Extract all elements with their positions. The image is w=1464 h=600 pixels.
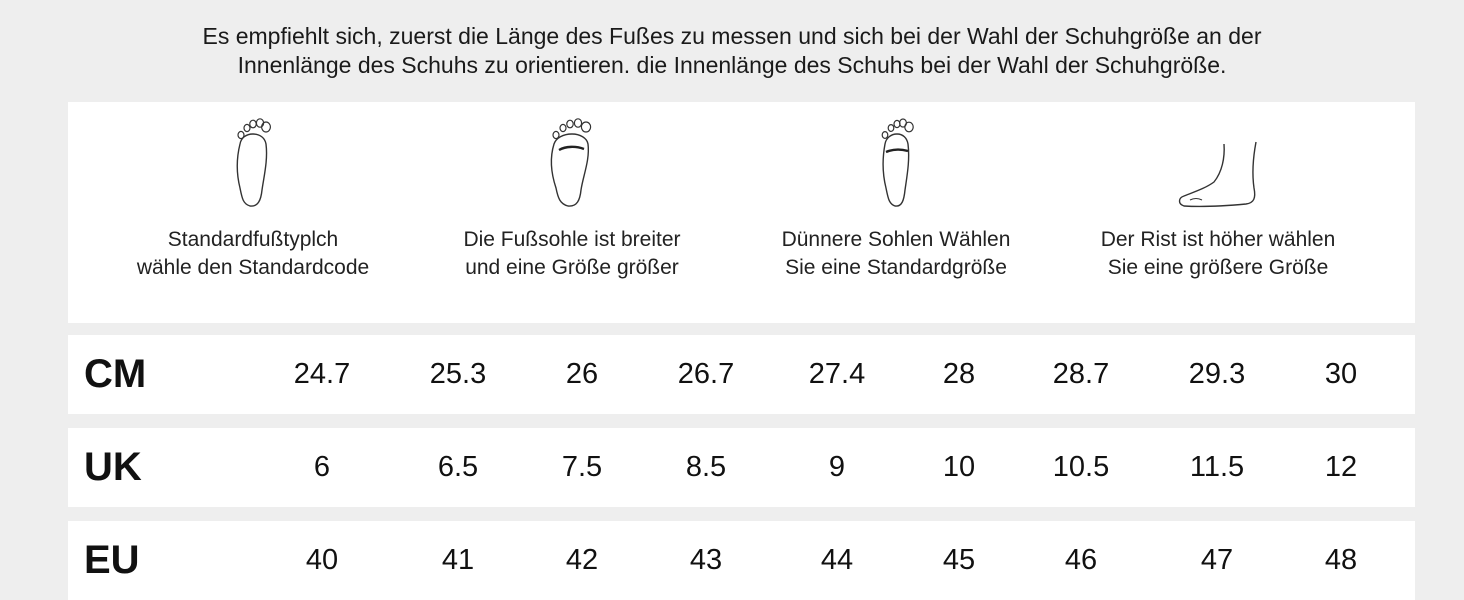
- size-cell: 46: [1064, 544, 1098, 576]
- size-cell: 10.5: [1052, 451, 1110, 483]
- thin-foot-icon: [881, 118, 914, 207]
- foot-type-caption: Die Fußsohle ist breiter und eine Größe …: [407, 226, 737, 282]
- caption-line-1: Der Rist ist höher wählen: [1100, 228, 1336, 251]
- foot-type-standard: Standardfußtyplch wähle den Standardcode: [88, 102, 418, 323]
- size-cell: 41: [441, 544, 475, 576]
- row-label: CM: [84, 352, 147, 396]
- size-cell: 43: [689, 544, 723, 576]
- caption-line-1: Die Fußsohle ist breiter: [463, 228, 681, 251]
- size-cell: 10: [942, 451, 976, 483]
- size-cell: 44: [820, 544, 854, 576]
- size-cell: 27.4: [808, 358, 866, 390]
- size-cell: 42: [565, 544, 599, 576]
- foot-types-panel: Standardfußtyplch wähle den Standardcode…: [68, 102, 1415, 323]
- foot-type-wide: Die Fußsohle ist breiter und eine Größe …: [407, 102, 737, 323]
- caption-line-2: wähle den Standardcode: [136, 256, 370, 279]
- caption-line-2: Sie eine Standardgröße: [785, 256, 1007, 279]
- size-cell: 47: [1200, 544, 1234, 576]
- intro-line-1: Es empfiehlt sich, zuerst die Länge des …: [202, 23, 1262, 49]
- size-cell: 26.7: [677, 358, 735, 390]
- size-cell: 12: [1324, 451, 1358, 483]
- size-cell: 25.3: [429, 358, 487, 390]
- foot-type-caption: Standardfußtyplch wähle den Standardcode: [88, 226, 418, 282]
- size-cell: 29.3: [1188, 358, 1246, 390]
- size-cell: 45: [942, 544, 976, 576]
- intro-text: Es empfiehlt sich, zuerst die Länge des …: [60, 22, 1404, 80]
- caption-line-1: Dünnere Sohlen Wählen: [781, 228, 1011, 251]
- size-cell: 7.5: [561, 451, 603, 483]
- size-row-eu: EU 40 41 42 43 44 45 46 47 48: [68, 521, 1415, 600]
- standard-foot-icon: [236, 118, 271, 207]
- size-row-cm: CM 24.7 25.3 26 26.7 27.4 28 28.7 29.3 3…: [68, 335, 1415, 414]
- size-row-uk: UK 6 6.5 7.5 8.5 9 10 10.5 11.5 12: [68, 428, 1415, 507]
- intro-line-2: Innenlänge des Schuhs zu orientieren. di…: [237, 52, 1227, 78]
- size-cell: 6: [313, 451, 331, 483]
- row-label: UK: [84, 445, 142, 489]
- size-cell: 28.7: [1052, 358, 1110, 390]
- foot-type-thin: Dünnere Sohlen Wählen Sie eine Standardg…: [731, 102, 1061, 323]
- size-cell: 11.5: [1189, 451, 1245, 483]
- caption-line-1: Standardfußtyplch: [167, 228, 339, 251]
- foot-type-caption: Dünnere Sohlen Wählen Sie eine Standardg…: [731, 226, 1061, 282]
- foot-type-high-instep: Der Rist ist höher wählen Sie eine größe…: [1053, 102, 1383, 323]
- size-cell: 9: [828, 451, 846, 483]
- size-cell: 30: [1324, 358, 1358, 390]
- wide-foot-icon: [550, 118, 592, 207]
- caption-line-2: Sie eine größere Größe: [1107, 256, 1329, 279]
- size-cell: 26: [565, 358, 599, 390]
- size-cell: 40: [305, 544, 339, 576]
- size-cell: 48: [1324, 544, 1358, 576]
- foot-type-caption: Der Rist ist höher wählen Sie eine größe…: [1053, 226, 1383, 282]
- caption-line-2: und eine Größe größer: [465, 256, 679, 279]
- high-instep-foot-icon: [1178, 141, 1257, 208]
- size-cell: 6.5: [437, 451, 479, 483]
- row-label: EU: [84, 538, 140, 582]
- size-cell: 24.7: [293, 358, 351, 390]
- size-cell: 8.5: [685, 451, 727, 483]
- size-cell: 28: [942, 358, 976, 390]
